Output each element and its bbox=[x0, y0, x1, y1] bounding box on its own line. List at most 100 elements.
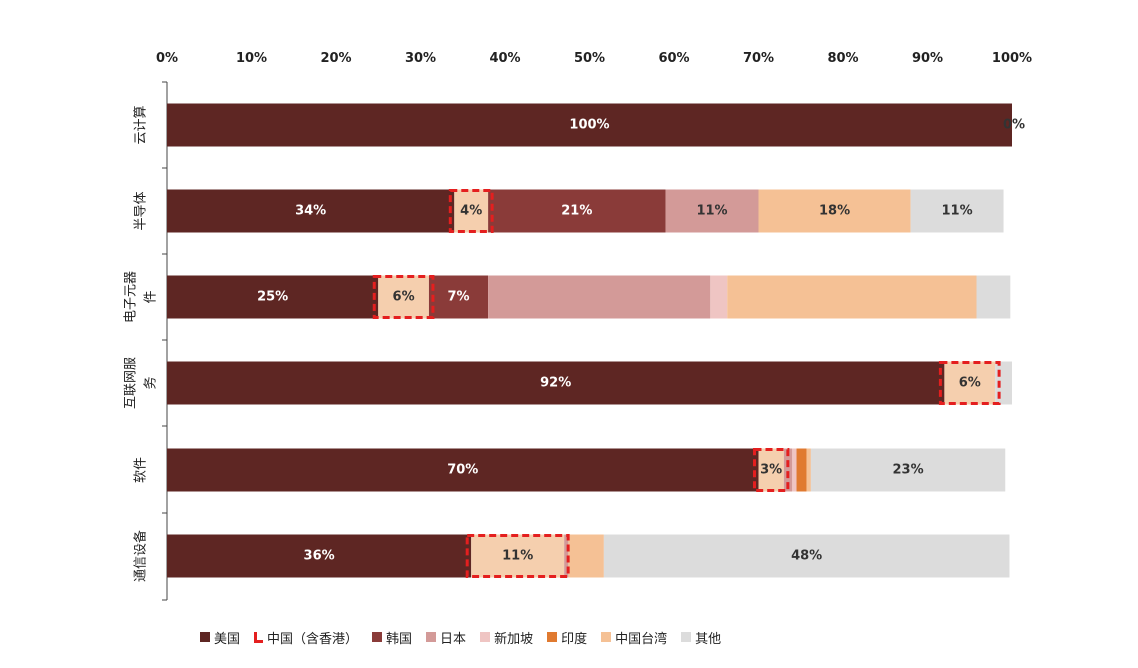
bar-segment bbox=[428, 275, 489, 319]
x-axis-ticks: 0% 10% 20% 30% 40% 50% 60% 70% 80% 90% 100% bbox=[156, 51, 1032, 66]
bar-value-label: 34% bbox=[295, 204, 326, 219]
bar-segment bbox=[603, 534, 1010, 578]
legend: 美国 中国（含香港） 韩国 日本 新加坡 印度 中国台湾 其他 bbox=[200, 626, 721, 648]
category-label: 电子元器 bbox=[124, 271, 139, 323]
bar-segment bbox=[792, 448, 797, 492]
bar-segment bbox=[564, 534, 569, 578]
highlight-box bbox=[938, 361, 1001, 405]
legend-label: 日本 bbox=[440, 631, 467, 647]
bar-value-label: 0% bbox=[1003, 118, 1025, 133]
bar-value-label: 11% bbox=[942, 204, 973, 219]
highlight-box bbox=[465, 534, 570, 578]
category-label: 云计算 bbox=[134, 105, 149, 144]
legend-swatch bbox=[254, 631, 264, 643]
highlight-boxes bbox=[372, 189, 1001, 578]
bar-value-label: 11% bbox=[696, 204, 727, 219]
bar-segment bbox=[758, 448, 784, 492]
bar-value-label: 6% bbox=[959, 376, 981, 391]
bar-value-label: 36% bbox=[304, 549, 335, 564]
category-label: 件 bbox=[144, 290, 159, 303]
bar-value-label: 7% bbox=[447, 290, 469, 305]
highlight-box bbox=[753, 448, 790, 492]
bar-segment bbox=[568, 534, 604, 578]
category-label: 务 bbox=[143, 376, 159, 389]
bar-segment bbox=[796, 448, 807, 492]
bar-segment bbox=[806, 448, 811, 492]
bar-value-labels: 100% 0% 34% 4% 21% 11% 18% 11% 25% 6% 7% 92% 6% 70% 3%… bbox=[257, 118, 1025, 564]
bar-value-label: 70% bbox=[447, 463, 478, 478]
legend-item: 中国（含香港） bbox=[254, 628, 358, 647]
bar-segment bbox=[167, 361, 945, 405]
x-tick-label: 40% bbox=[489, 51, 520, 66]
bar-segment bbox=[378, 275, 429, 319]
bar-segment bbox=[758, 189, 911, 233]
category-label: 通信设备 bbox=[133, 530, 149, 582]
legend-label: 美国 bbox=[214, 631, 241, 647]
legend-item: 印度 bbox=[547, 628, 587, 647]
x-tick-label: 100% bbox=[992, 51, 1032, 66]
bar-value-label: 21% bbox=[561, 204, 592, 219]
legend-item: 中国台湾 bbox=[601, 628, 667, 647]
legend-label: 中国（含香港） bbox=[267, 631, 359, 647]
bar-segment bbox=[710, 275, 728, 319]
bars bbox=[167, 103, 1012, 578]
bar-segment bbox=[167, 448, 759, 492]
legend-item: 新加坡 bbox=[480, 628, 533, 647]
x-tick-label: 20% bbox=[320, 51, 351, 66]
bar-segment bbox=[810, 448, 1006, 492]
legend-swatch bbox=[200, 632, 210, 642]
bar-value-label: 11% bbox=[502, 549, 533, 564]
legend-item: 其他 bbox=[681, 628, 721, 647]
legend-item: 美国 bbox=[200, 628, 240, 647]
bar-segment bbox=[944, 361, 996, 405]
bar-segment bbox=[488, 275, 711, 319]
bar-segment bbox=[783, 448, 793, 492]
bar-segment bbox=[665, 189, 759, 233]
legend-label: 印度 bbox=[561, 631, 588, 647]
category-label: 软件 bbox=[134, 457, 149, 483]
bar-segment bbox=[454, 189, 489, 233]
x-tick-label: 50% bbox=[574, 51, 605, 66]
bar-value-label: 6% bbox=[393, 290, 415, 305]
x-tick-label: 10% bbox=[236, 51, 267, 66]
bar-value-label: 48% bbox=[791, 549, 822, 564]
legend-swatch bbox=[547, 632, 558, 642]
highlight-box bbox=[448, 189, 494, 233]
bar-value-label: 25% bbox=[257, 290, 288, 305]
legend-swatch bbox=[426, 632, 437, 642]
bar-segment bbox=[167, 275, 379, 319]
legend-swatch bbox=[372, 632, 383, 642]
legend-label: 新加坡 bbox=[494, 631, 534, 647]
legend-label: 其他 bbox=[695, 631, 722, 647]
category-label: 互联网服 bbox=[124, 357, 139, 409]
category-label: 半导体 bbox=[134, 191, 149, 230]
x-tick-label: 30% bbox=[405, 51, 436, 66]
bar-segment bbox=[471, 534, 565, 578]
bar-segment bbox=[910, 189, 1004, 233]
bar-value-label: 18% bbox=[819, 204, 850, 219]
x-tick-label: 0% bbox=[156, 51, 178, 66]
x-tick-label: 70% bbox=[743, 51, 774, 66]
bar-segment bbox=[167, 534, 472, 578]
bar-value-label: 100% bbox=[569, 118, 609, 133]
legend-swatch bbox=[480, 632, 491, 642]
x-tick-label: 60% bbox=[658, 51, 689, 66]
bar-segment bbox=[976, 275, 1011, 319]
legend-swatch bbox=[601, 632, 612, 642]
x-tick-label: 90% bbox=[912, 51, 943, 66]
bar-value-label: 23% bbox=[893, 463, 924, 478]
bar-segment bbox=[727, 275, 977, 319]
highlight-box bbox=[372, 275, 435, 319]
bar-segment bbox=[488, 189, 666, 233]
bar-segment bbox=[167, 189, 455, 233]
x-tick-label: 80% bbox=[827, 51, 858, 66]
bar-value-label: 4% bbox=[460, 204, 482, 219]
legend-label: 韩国 bbox=[386, 631, 413, 647]
bar-value-label: 92% bbox=[540, 376, 571, 391]
legend-label: 中国台湾 bbox=[615, 631, 668, 647]
bar-segment bbox=[167, 103, 1012, 147]
legend-swatch bbox=[681, 632, 692, 642]
legend-item: 日本 bbox=[426, 628, 466, 647]
